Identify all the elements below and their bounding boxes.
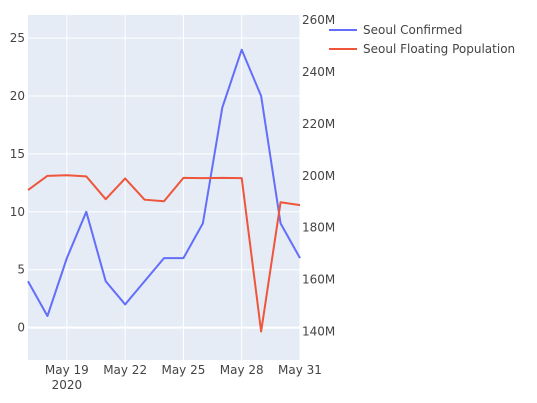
y2-axis-ticks: 140M 160M 180M 200M 220M 240M 260M bbox=[302, 13, 335, 338]
y2-tick-label: 200M bbox=[302, 169, 335, 183]
grid-lines bbox=[28, 15, 301, 360]
x-tick-label: May 19 bbox=[45, 363, 89, 377]
series-line-seoul-confirmed bbox=[27, 48, 301, 318]
y2-tick-label: 180M bbox=[302, 221, 335, 235]
legend[interactable]: Seoul Confirmed Seoul Floating Population bbox=[329, 23, 515, 56]
y-tick-label: 10 bbox=[10, 205, 25, 219]
y-tick-label: 0 bbox=[17, 321, 25, 335]
y-axis-ticks: 0 5 10 15 20 25 bbox=[10, 31, 25, 334]
y2-tick-label: 140M bbox=[302, 324, 335, 338]
x-tick-label: May 25 bbox=[161, 363, 205, 377]
legend-item-seoul-floating-population[interactable]: Seoul Floating Population bbox=[329, 42, 515, 56]
series-line-seoul-floating-population bbox=[27, 174, 301, 333]
legend-label: Seoul Confirmed bbox=[363, 23, 462, 37]
y2-tick-label: 220M bbox=[302, 117, 335, 131]
y-tick-label: 25 bbox=[10, 31, 25, 45]
x-tick-sublabel: 2020 bbox=[52, 378, 83, 392]
y-tick-label: 20 bbox=[10, 89, 25, 103]
x-tick-label: May 22 bbox=[103, 363, 147, 377]
y2-tick-label: 260M bbox=[302, 13, 335, 27]
legend-label: Seoul Floating Population bbox=[363, 42, 515, 56]
legend-item-seoul-confirmed[interactable]: Seoul Confirmed bbox=[329, 23, 462, 37]
y-tick-label: 15 bbox=[10, 147, 25, 161]
y2-tick-label: 160M bbox=[302, 273, 335, 287]
x-tick-label: May 31 bbox=[278, 363, 322, 377]
x-tick-label: May 28 bbox=[220, 363, 264, 377]
y2-tick-label: 240M bbox=[302, 65, 335, 79]
plot-background bbox=[28, 15, 300, 360]
series-lines bbox=[27, 48, 301, 333]
y-tick-label: 5 bbox=[17, 263, 25, 277]
